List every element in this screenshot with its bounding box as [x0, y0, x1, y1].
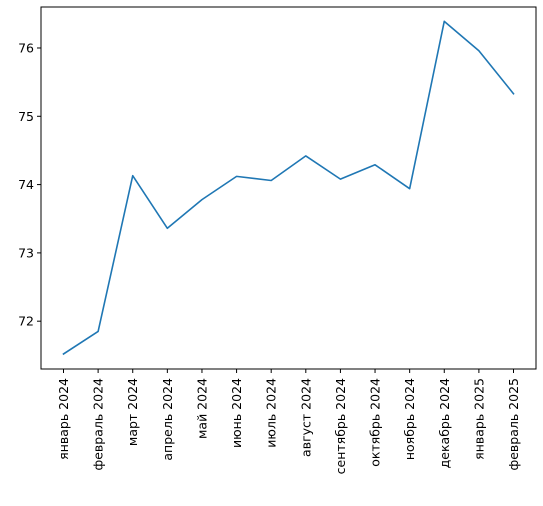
x-tick-label: декабрь 2024 [437, 378, 452, 468]
x-tick-label: июль 2024 [264, 378, 279, 448]
y-tick-label: 72 [18, 314, 34, 329]
x-tick-label: март 2024 [125, 378, 140, 446]
series-line [62, 20, 515, 356]
series-layer [62, 20, 515, 356]
y-tick-label: 73 [18, 245, 34, 260]
y-tick-label: 74 [18, 177, 34, 192]
x-tick-label: сентябрь 2024 [333, 378, 348, 474]
y-tick-label: 76 [18, 40, 34, 55]
x-tick-label: октябрь 2024 [368, 378, 383, 467]
y-tick-label: 75 [18, 109, 34, 124]
x-tick-label: ноябрь 2024 [402, 378, 417, 460]
x-tick-label: август 2024 [298, 378, 313, 457]
x-tick-label: январь 2025 [471, 378, 486, 460]
plot-area [41, 7, 536, 369]
x-tick-label: апрель 2024 [160, 378, 175, 461]
x-tick-label: июнь 2024 [229, 378, 244, 448]
x-tick-label: январь 2024 [56, 378, 71, 460]
x-tick-label: февраль 2025 [506, 378, 521, 470]
tick-layer: 72 73 74 75 76 январь 2024 февраль 2024 март 20… [18, 40, 521, 474]
x-tick-label: май 2024 [194, 378, 209, 439]
x-tick-label: февраль 2024 [91, 378, 106, 471]
plot-frame [40, 6, 537, 370]
